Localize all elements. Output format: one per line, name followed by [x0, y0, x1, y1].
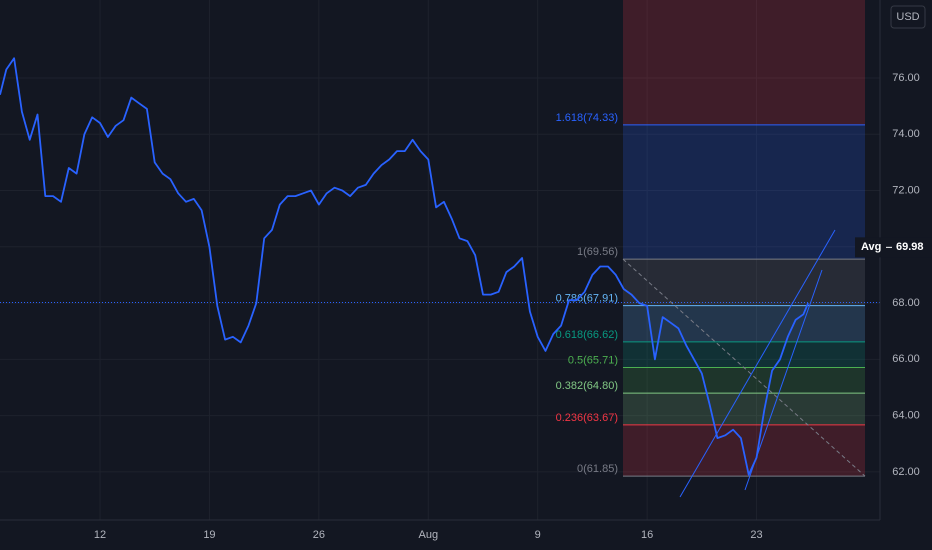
fib-level-label: 0.786(67.91)	[556, 292, 618, 304]
fib-zone	[623, 124, 865, 260]
y-tick-label: 66.00	[892, 353, 920, 365]
fib-level-label: 1.618(74.33)	[556, 112, 618, 124]
fib-level-label: 0.5(65.71)	[568, 354, 618, 366]
fib-zone	[623, 341, 865, 368]
x-tick-label: 12	[94, 529, 106, 541]
avg-tag	[855, 237, 932, 258]
avg-value: 69.98	[896, 241, 924, 253]
x-tick-label: 16	[641, 529, 653, 541]
fib-level-label: 0(61.85)	[577, 463, 618, 475]
y-tick-label: 76.00	[892, 72, 920, 84]
y-tick-label: 68.00	[892, 297, 920, 309]
fib-level-label: 0.382(64.80)	[556, 380, 618, 392]
fib-zone	[623, 259, 865, 306]
fib-level-label: 1(69.56)	[577, 246, 618, 258]
x-tick-label: Aug	[418, 529, 438, 541]
fib-level-label: 0.618(66.62)	[556, 329, 618, 341]
price-series	[0, 57, 809, 476]
fib-level-label: 0.236(63.67)	[556, 412, 618, 424]
x-tick-label: 9	[535, 529, 541, 541]
x-tick-label: 26	[313, 529, 325, 541]
channel-line	[679, 229, 836, 498]
avg-label: Avg	[861, 241, 881, 253]
y-tick-label: 62.00	[892, 466, 920, 478]
fib-zone	[623, 0, 865, 125]
x-tick-label: 19	[203, 529, 215, 541]
fib-zone	[623, 393, 865, 425]
currency-box[interactable]	[890, 5, 926, 29]
y-tick-label: 74.00	[892, 128, 920, 140]
fib-zone	[623, 305, 865, 342]
currency-label: USD	[896, 11, 919, 23]
y-tick-label: 72.00	[892, 184, 920, 196]
x-tick-label: 23	[750, 529, 762, 541]
fib-zone	[623, 367, 865, 394]
y-tick-label: 64.00	[892, 410, 920, 422]
fib-trend-line	[622, 258, 866, 477]
